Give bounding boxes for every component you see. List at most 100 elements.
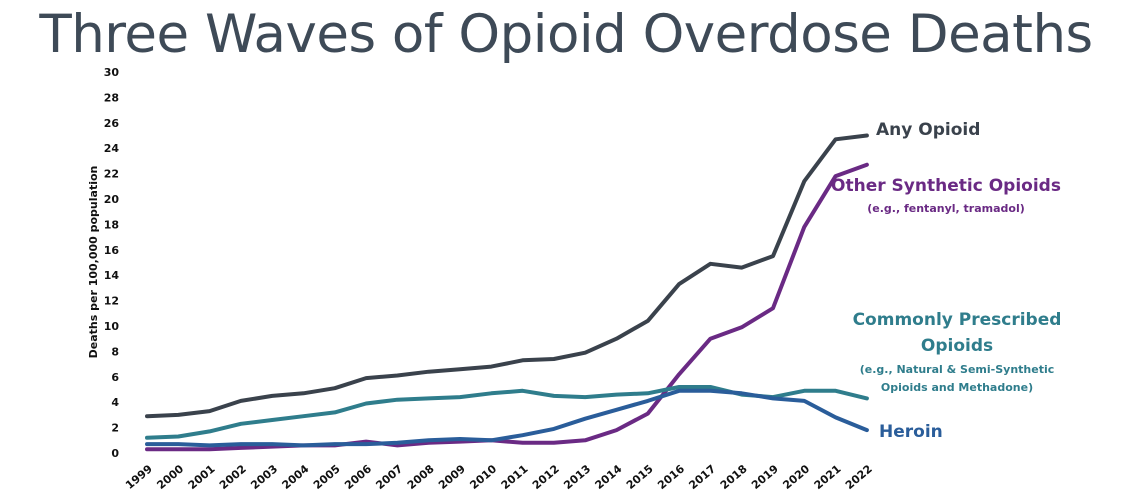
data-point [804,181,805,182]
data-point [460,397,461,398]
x-tick-label: 2006 [342,462,374,492]
x-tick-label: 2007 [374,462,406,492]
data-point [741,393,742,394]
data-point [522,435,523,436]
series-any-opioid [147,135,868,417]
series-lines [147,135,868,450]
data-point [804,400,805,401]
data-point [522,442,523,443]
x-tick-label: 2014 [593,462,625,492]
data-point [710,387,711,388]
x-tick-label: 2020 [780,462,812,492]
data-point [835,139,836,140]
data-point [710,338,711,339]
data-point [741,267,742,268]
data-point [866,164,867,165]
annotation-prescribed-label-2: Opioids [921,336,993,356]
x-tick-label: 2018 [718,462,750,492]
data-point [366,378,367,379]
annotation-synthetic: Other Synthetic Opioids (e.g., fentanyl,… [831,176,1061,215]
x-tick-label: 2017 [687,462,719,492]
x-tick-label: 2005 [311,462,343,492]
data-point [522,360,523,361]
x-tick-label: 2001 [186,462,218,492]
series-other-synthetic-opioids [147,164,868,450]
data-point [553,442,554,443]
data-point [272,446,273,447]
annotation-synthetic-sub: (e.g., fentanyl, tramadol) [867,202,1025,215]
data-point [835,390,836,391]
x-axis-ticks: 1999 2000 2001 2002 2003 2004 2005 2006 2007 2008… [123,462,875,492]
data-point [585,440,586,441]
y-tick-label: 14 [104,269,120,282]
data-point [679,387,680,388]
data-point [585,397,586,398]
data-point [428,440,429,441]
annotation-prescribed-sub-1: (e.g., Natural & Semi-Synthetic [860,363,1055,376]
data-point [272,420,273,421]
annotation-heroin: Heroin [879,422,943,442]
data-point [773,398,774,399]
data-point [209,431,210,432]
data-point [491,366,492,367]
data-point [460,439,461,440]
series-line [147,165,867,450]
data-point [240,447,241,448]
annotation-prescribed-label-1: Commonly Prescribed [853,310,1062,330]
data-point [334,444,335,445]
data-point [334,388,335,389]
data-point [272,395,273,396]
data-point [804,226,805,227]
data-point [616,430,617,431]
x-tick-label: 2019 [749,462,781,492]
annotation-prescribed: Commonly Prescribed Opioids (e.g., Natur… [853,310,1062,394]
x-tick-label: 1999 [123,462,155,492]
x-tick-label: 2002 [217,462,249,492]
annotation-heroin-label: Heroin [879,422,943,442]
data-point [178,436,179,437]
data-point [397,375,398,376]
data-point [397,445,398,446]
x-tick-label: 2003 [248,462,280,492]
data-point [491,440,492,441]
data-point [428,371,429,372]
data-point [397,399,398,400]
y-tick-label: 18 [104,218,119,231]
x-tick-label: 2016 [655,462,687,492]
data-point [303,416,304,417]
y-tick-label: 0 [111,447,119,460]
data-point [835,417,836,418]
data-point [209,449,210,450]
y-tick-label: 4 [111,396,119,409]
annotation-any-opioid: Any Opioid [876,120,980,140]
data-point [240,444,241,445]
y-tick-label: 10 [104,320,120,333]
data-point [679,374,680,375]
data-point [303,393,304,394]
data-point [616,409,617,410]
data-point [616,394,617,395]
data-point [147,437,148,438]
x-tick-label: 2004 [280,462,312,492]
data-point [679,390,680,391]
data-point [366,441,367,442]
x-tick-label: 2011 [499,462,531,492]
data-point [710,263,711,264]
series-line [147,136,867,417]
data-point [647,393,648,394]
x-tick-label: 2008 [405,462,437,492]
data-point [741,327,742,328]
x-tick-label: 2015 [624,462,656,492]
data-point [804,390,805,391]
y-tick-label: 16 [104,244,120,257]
data-point [773,256,774,257]
data-point [553,359,554,360]
data-point [647,400,648,401]
data-point [460,441,461,442]
y-tick-label: 24 [104,142,120,155]
data-point [334,412,335,413]
y-axis-label: Deaths per 100,000 population [87,166,100,359]
annotation-any-opioid-label: Any Opioid [876,120,980,140]
